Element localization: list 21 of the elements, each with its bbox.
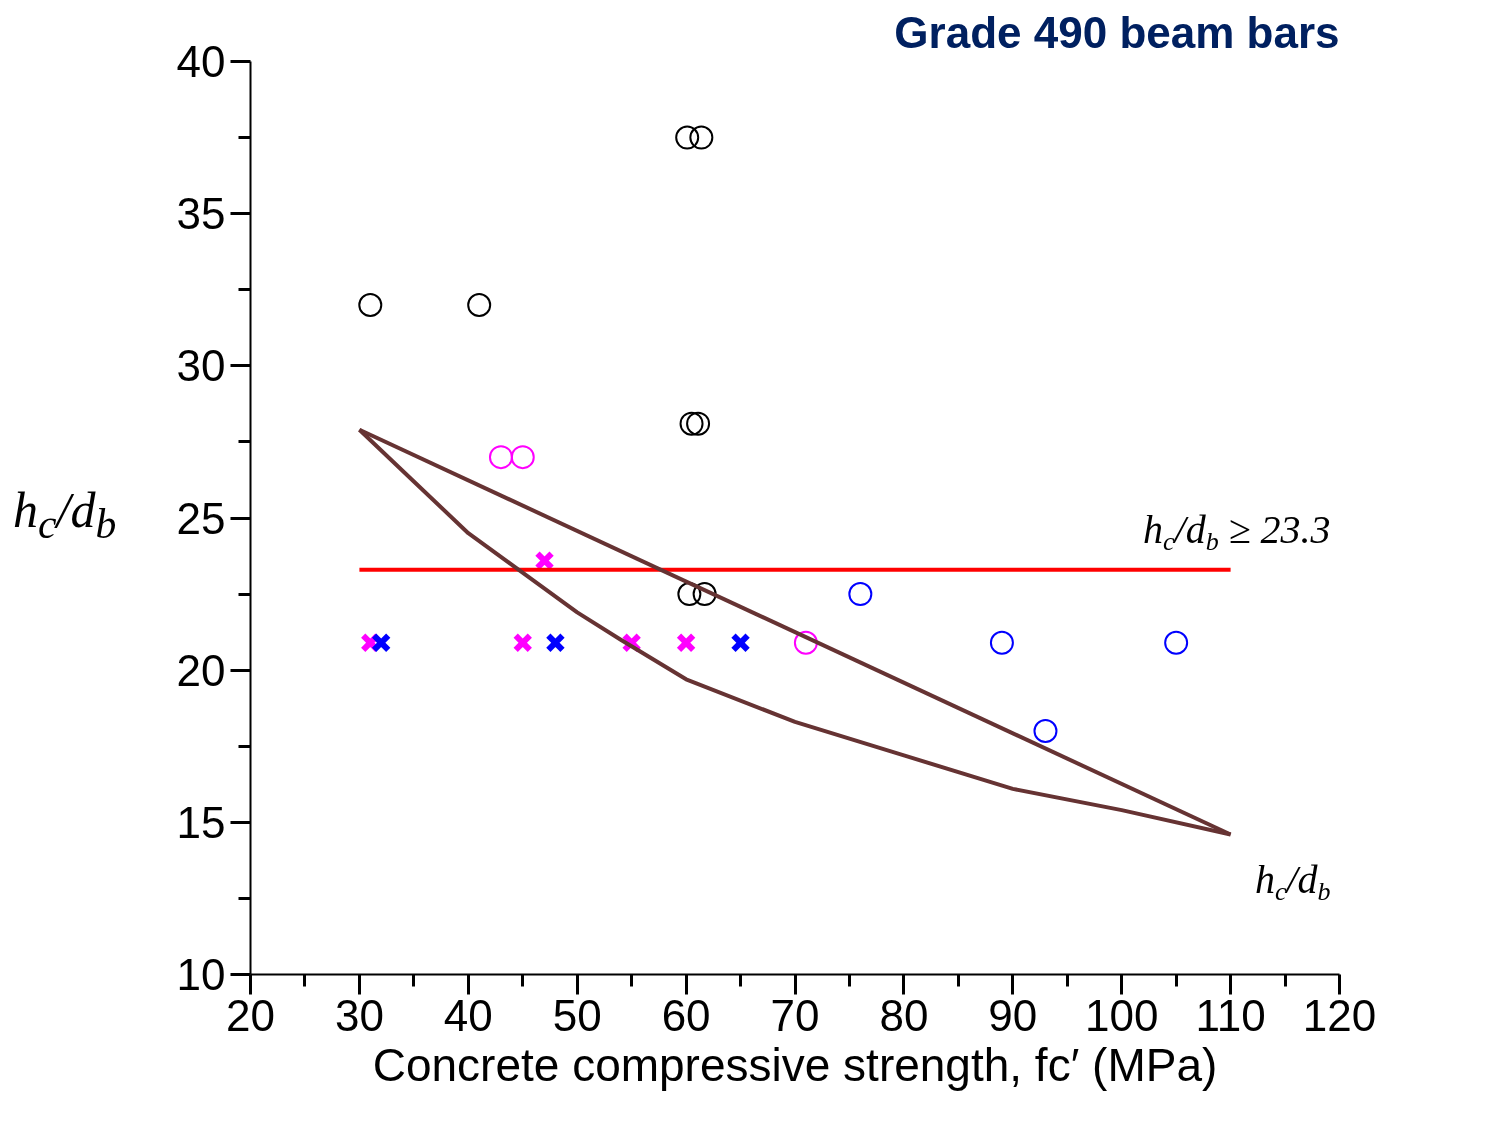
x-tick-label: 70: [770, 990, 820, 1040]
y-tick-label: 30: [176, 341, 226, 391]
x-tick-label: 60: [661, 990, 711, 1040]
y-axis-title: h$_{c}$/d$_{b}$: [13, 481, 117, 549]
x-axis-title: Concrete compressive strength, fc′ (MPa): [372, 1038, 1218, 1091]
y-tick-label: 15: [176, 797, 226, 847]
y-tick-label: 20: [176, 645, 226, 695]
x-tick-label: 110: [1195, 990, 1266, 1040]
y-tick-label: 10: [176, 950, 226, 999]
x-tick-label: 50: [552, 990, 602, 1040]
x-tick-label: 100: [1084, 990, 1159, 1040]
x-tick-label: 80: [879, 990, 929, 1040]
y-tick-label: 35: [176, 189, 226, 239]
chart-title: Grade 490 beam bars: [894, 7, 1340, 57]
x-tick-label: 30: [334, 990, 384, 1040]
x-tick-label: 120: [1302, 990, 1377, 1040]
x-tick-label: 20: [226, 990, 275, 1040]
y-tick-label: 40: [176, 37, 226, 86]
y-tick-label: 25: [176, 493, 226, 543]
x-tick-label: 40: [443, 990, 493, 1040]
x-tick-label: 90: [988, 990, 1038, 1040]
